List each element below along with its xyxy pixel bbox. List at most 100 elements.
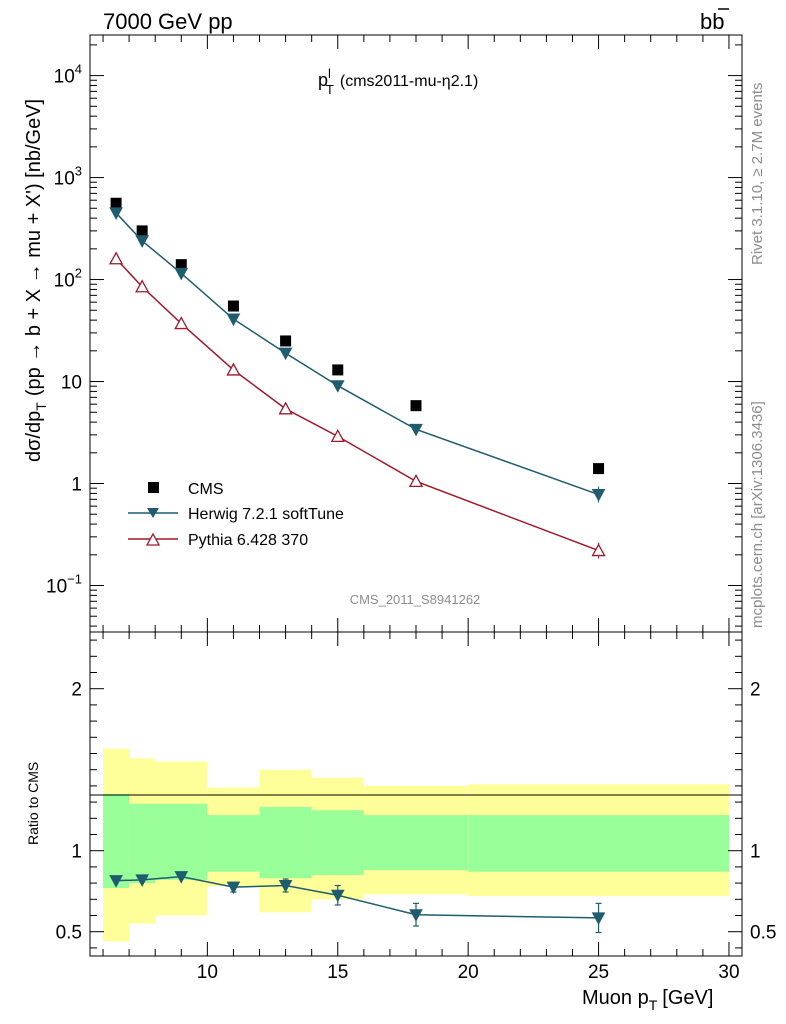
main-x-ticks: [102, 35, 730, 632]
data-point-cms: [136, 225, 148, 237]
data-point-cms: [175, 259, 187, 271]
header-right-bbar: b: [712, 9, 724, 34]
watermark-analysis: CMS_2011_S8941262: [350, 592, 481, 607]
data-point-1: [174, 267, 189, 281]
y-tick-label: 10: [61, 373, 82, 394]
legend-label-pythia: Pythia 6.428 370: [188, 532, 308, 549]
x-axis-label: Muon pT [GeV]: [582, 987, 713, 1013]
ylabel-sub: T: [33, 402, 49, 411]
y-tick-exponent: 4: [75, 62, 82, 77]
data-point-1: [330, 380, 345, 393]
stat-uncertainty-band: [103, 794, 130, 888]
header-right-b: b: [700, 9, 712, 34]
y-tick-label: 103: [54, 164, 82, 190]
data-point-cms: [280, 335, 292, 347]
x-tick-label: 30: [718, 962, 739, 983]
ratio-point: [409, 909, 423, 922]
ratio-point: [135, 874, 150, 887]
side-label-rivet: Rivet 3.1.10, ≥ 2.7M events: [749, 83, 766, 266]
series-line-2: [115, 258, 599, 552]
legend-marker-cms: [148, 482, 159, 493]
ratio-y-tick-label: 2: [71, 680, 82, 701]
ratio-series: [109, 871, 606, 934]
main-title-sup: l: [328, 66, 331, 81]
x-tick-label: 10: [197, 962, 218, 983]
stat-uncertainty-band: [155, 803, 208, 880]
legend-marker-pythia: [145, 532, 161, 546]
ratio-bands: [103, 748, 729, 942]
stat-uncertainty-band: [468, 815, 729, 872]
y-tick-label: 104: [54, 62, 82, 88]
ratio-point: [591, 912, 606, 925]
data-point-cms: [410, 400, 422, 412]
data-point-1: [135, 235, 150, 248]
x-tick-label: 20: [458, 962, 479, 983]
xlabel-main: Muon p: [582, 987, 649, 1009]
ratio-point: [109, 875, 123, 888]
data-point-2: [330, 429, 345, 443]
ylabel-rest: (pp → b + X → mu + X') [nb/GeV]: [23, 99, 45, 396]
side-label-mcplots: mcplots.cern.ch [arXiv:1306.3436]: [749, 401, 766, 628]
y-tick-label: 1: [71, 475, 82, 496]
ratio-y-tick-label: 1: [71, 842, 82, 863]
y-tick-base: 10: [54, 271, 75, 292]
data-point-1: [109, 207, 123, 220]
data-point-1: [278, 347, 293, 361]
legend-label-cms: CMS: [188, 481, 224, 498]
ylabel-prefix: dσ/dp: [23, 411, 45, 462]
ratio-y-tick-label-right: 0.5: [750, 923, 776, 944]
main-title-p: p: [318, 70, 328, 90]
y-tick-exponent: 2: [75, 266, 82, 281]
xlabel-sub: T: [649, 997, 658, 1013]
x-tick-label: 25: [588, 962, 609, 983]
y-tick-label: 10−1: [46, 572, 82, 598]
series-line-1: [115, 212, 599, 496]
main-series: [108, 197, 606, 559]
data-point-1: [226, 313, 241, 327]
data-point-2: [226, 362, 241, 376]
y-tick-base: 10: [46, 577, 67, 598]
data-point-2: [408, 474, 424, 488]
ratio-point: [174, 871, 189, 884]
stat-uncertainty-band: [207, 815, 260, 872]
main-title-sub: T: [326, 82, 334, 97]
data-point-2: [135, 279, 150, 293]
data-point-2: [174, 316, 189, 330]
data-point-cms: [227, 300, 239, 312]
y-tick-exponent: 3: [75, 164, 82, 179]
stat-uncertainty-band: [311, 810, 364, 875]
data-point-cms: [332, 364, 344, 376]
legend-marker-herwig: [147, 508, 159, 518]
stat-uncertainty-band: [363, 815, 469, 871]
ratio-panel: 0.5 0.5 1 1 2 2 10 15 20 25 30 Ratio to CMS Muon …: [25, 631, 776, 1013]
data-point-1: [409, 423, 423, 437]
main-y-axis-label: dσ/dpT (pp → b + X → mu + X') [nb/GeV]: [23, 99, 49, 462]
data-point-1: [591, 489, 606, 502]
y-tick-label: 102: [54, 266, 82, 292]
main-title: pl T (cms2011-mu-η2.1): [318, 66, 478, 97]
y-tick-base: 10: [54, 67, 75, 88]
stat-uncertainty-band: [259, 806, 312, 879]
stat-uncertainty-band: [129, 803, 156, 884]
legend-label-herwig: Herwig 7.2.1 softTune: [188, 506, 344, 523]
ratio-point: [226, 881, 241, 895]
ratio-y-tick-label-right: 2: [750, 680, 761, 701]
ratio-y-axis-label: Ratio to CMS: [25, 762, 41, 845]
ratio-line-0: [116, 875, 599, 919]
data-point-2: [591, 543, 606, 557]
data-point-2: [278, 401, 293, 415]
y-tick-base: 10: [54, 169, 75, 190]
ratio-point: [278, 880, 293, 893]
data-point-cms: [593, 463, 605, 475]
header-left-label: 7000 GeV pp: [103, 9, 233, 34]
ratio-point: [330, 889, 345, 903]
data-point-cms: [110, 197, 122, 209]
main-title-rest: (cms2011-mu-η2.1): [340, 73, 478, 90]
header-right-label: bb: [700, 9, 725, 34]
ratio-y-tick-label-right: 1: [750, 842, 761, 863]
y-tick-exponent: −1: [67, 572, 82, 587]
ratio-x-ticks: 10 15 20 25 30: [102, 632, 740, 983]
